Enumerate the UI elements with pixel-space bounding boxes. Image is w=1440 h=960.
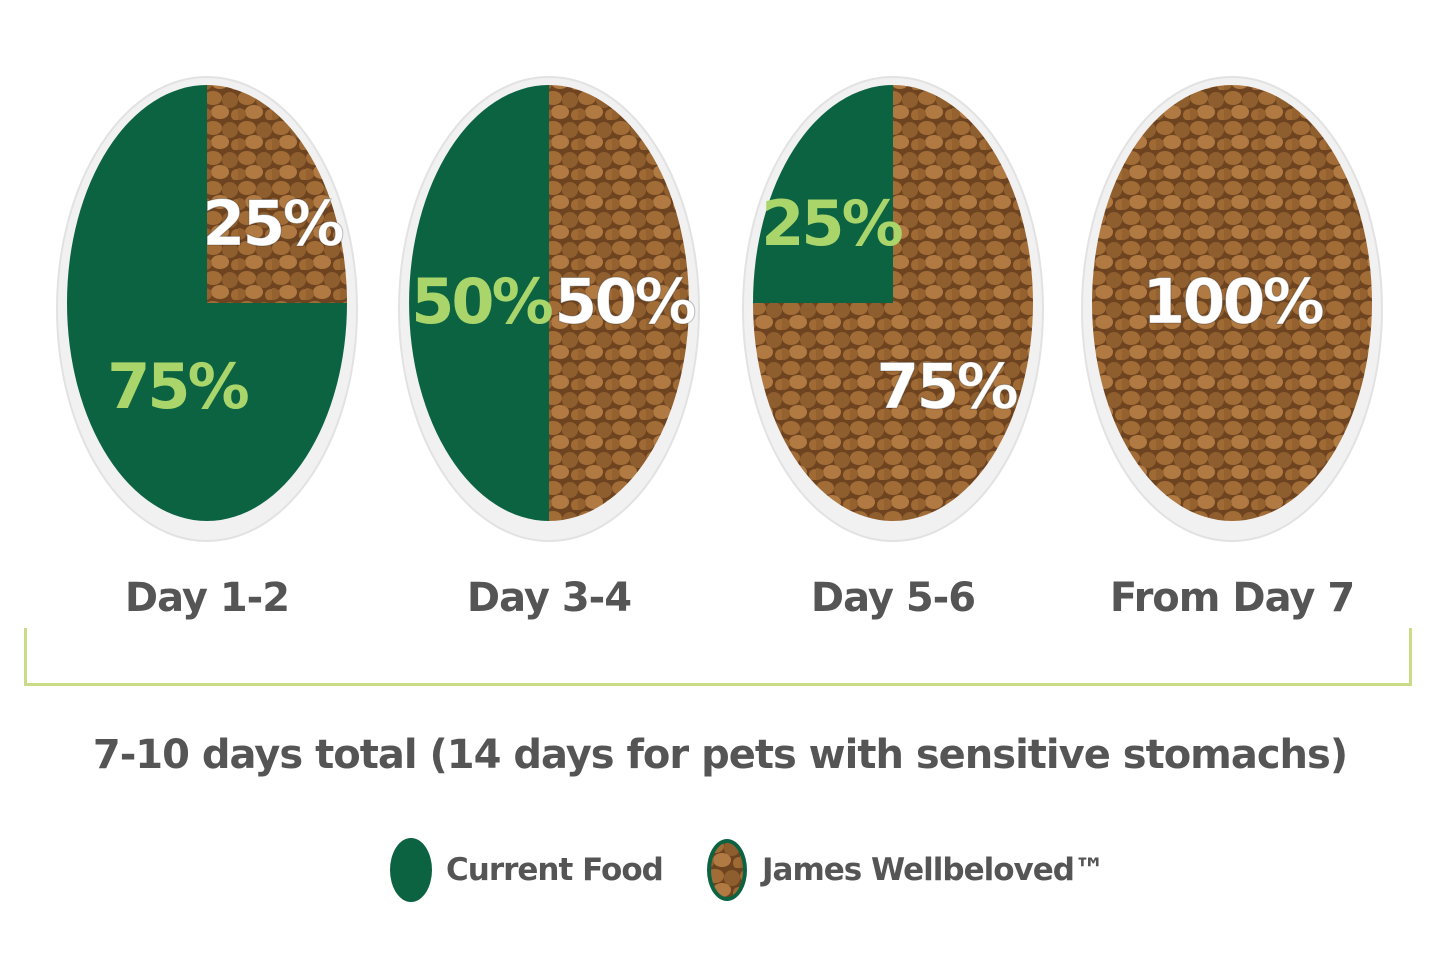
- current-food-percent-label: 50%: [411, 265, 552, 338]
- legend-label: James Wellbeloved™: [762, 852, 1105, 888]
- slice-current-food: [753, 85, 893, 303]
- slice-james-wellbeloved: [207, 85, 347, 303]
- james-wellbeloved-percent-label: 25%: [202, 187, 343, 260]
- james-wellbeloved-percent-label: 100%: [1142, 265, 1323, 338]
- current-food-percent-label: 75%: [107, 350, 248, 423]
- day-label-1: Day 1-2: [124, 575, 290, 621]
- slice-current-food: [67, 85, 347, 521]
- legend-james-wellbeloved: James Wellbeloved™: [706, 838, 1105, 902]
- james-wellbeloved-percent-label: 75%: [876, 350, 1017, 423]
- legend-current-food: Current Food: [390, 838, 664, 902]
- transition-pies: 75% 25% 50% 50% 25% 75% 100%: [56, 76, 1383, 542]
- slice-current-food: [409, 85, 549, 521]
- slice-james-wellbeloved: [1092, 85, 1372, 521]
- kibble-circle-icon: [707, 839, 747, 901]
- green-circle-icon: [390, 838, 432, 902]
- timeline-bracket: [24, 628, 1412, 686]
- current-food-percent-label: 25%: [761, 187, 902, 260]
- total-duration-text: 7-10 days total (14 days for pets with s…: [92, 732, 1348, 778]
- day-label-3: Day 5-6: [810, 575, 976, 621]
- legend-label: Current Food: [446, 852, 664, 888]
- day-label-4: From Day 7: [1109, 575, 1355, 621]
- day-label-2: Day 3-4: [466, 575, 632, 621]
- slice-james-wellbeloved: [549, 85, 689, 521]
- james-wellbeloved-percent-label: 50%: [554, 265, 695, 338]
